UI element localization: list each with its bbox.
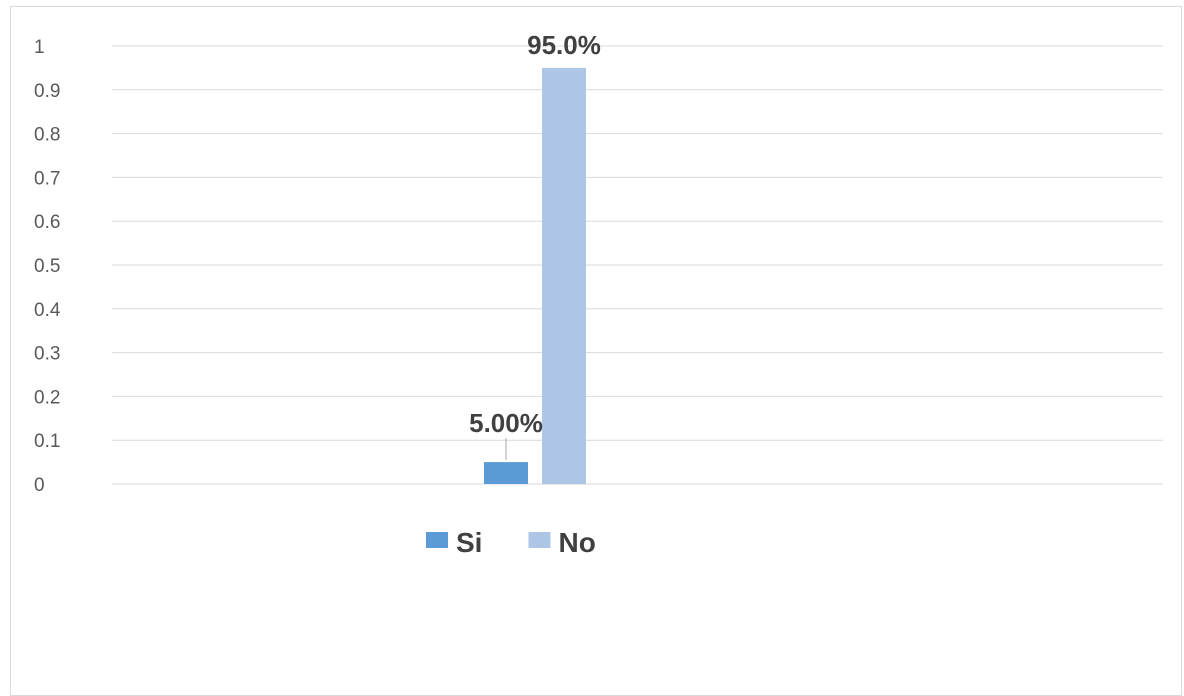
- legend-swatch-no: [528, 532, 551, 548]
- legend-label-no: No: [558, 527, 595, 558]
- legend: Si No: [426, 527, 596, 558]
- y-tick-label: 0.5: [34, 256, 60, 277]
- y-tick-label: 0.4: [34, 300, 61, 321]
- y-tick-label: 0.6: [34, 212, 60, 233]
- data-label-si: 5.00%: [469, 408, 543, 438]
- y-tick-label: 0.7: [34, 168, 60, 189]
- y-tick-label: 0.9: [34, 81, 60, 102]
- y-tick-label: 0.2: [34, 387, 60, 408]
- data-labels: 5.00% 95.0%: [469, 30, 601, 461]
- data-label-no: 95.0%: [527, 30, 601, 60]
- bars: [484, 67, 586, 485]
- y-tick-label: 0: [34, 475, 45, 496]
- bar-si: [484, 462, 528, 484]
- gridlines: [112, 45, 1163, 485]
- chart-frame: [10, 6, 1182, 696]
- y-tick-label: 0.8: [34, 125, 60, 146]
- bar-chart: 0 0.1 0.2 0.3 0.4 0.5 0.6 0.7 0.8 0.9 1 5.00% 95.0%…: [34, 30, 1163, 558]
- y-axis-ticks: 0 0.1 0.2 0.3 0.4 0.5 0.6 0.7 0.8 0.9 1: [34, 37, 61, 496]
- y-tick-label: 1: [34, 37, 45, 58]
- bar-no: [542, 67, 586, 485]
- legend-swatch-si: [426, 532, 448, 548]
- legend-label-si: Si: [456, 527, 482, 558]
- y-tick-label: 0.1: [34, 431, 60, 452]
- y-tick-label: 0.3: [34, 344, 60, 365]
